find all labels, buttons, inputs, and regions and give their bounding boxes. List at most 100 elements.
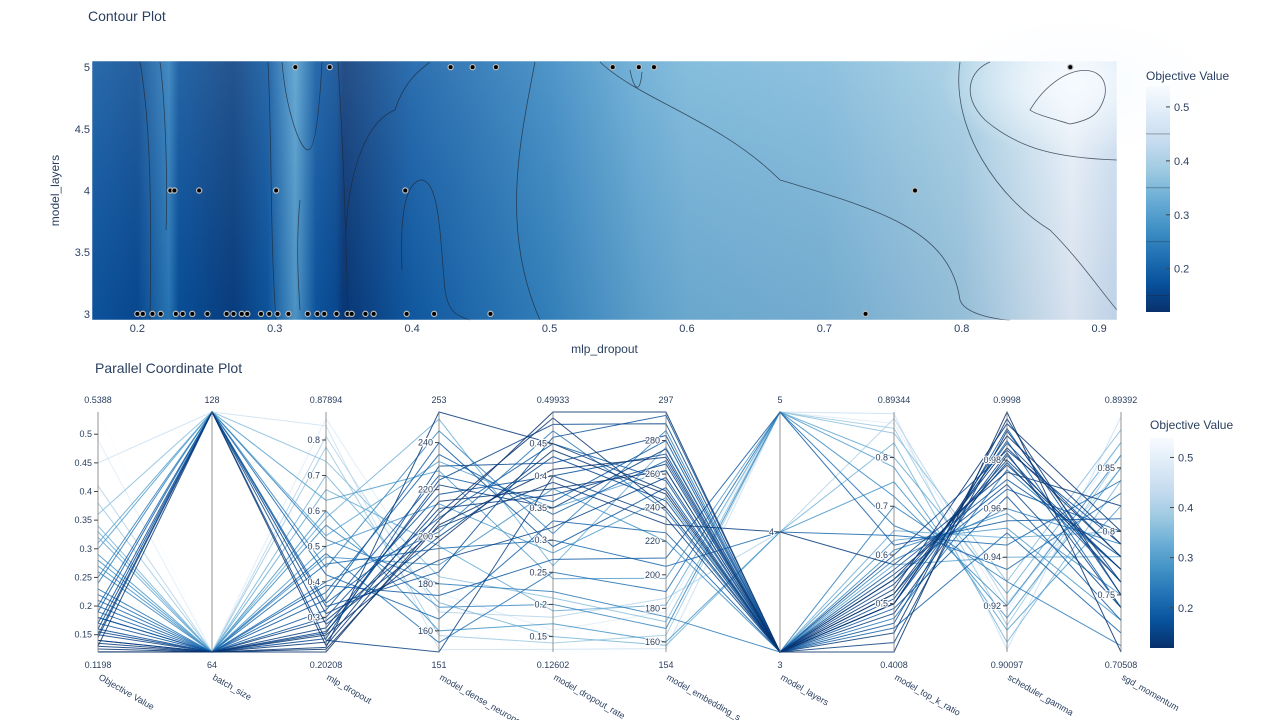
parallel-axis-shade-9 <box>1120 412 1122 652</box>
contour-line-9 <box>1029 70 1106 125</box>
parallel-axis-shade-1 <box>211 412 213 652</box>
contour-point-0 <box>292 63 299 71</box>
parallel-line-39 <box>97 411 1122 653</box>
parallel-axis-label-2: mlp_dropout <box>325 672 374 706</box>
contour-colorbar-tick-3: 0.5 <box>1174 102 1189 114</box>
contour-point-1 <box>326 63 333 71</box>
contour-line-5 <box>401 179 471 321</box>
parallel-line-16 <box>97 480 1122 653</box>
parallel-tick-2-5: 0.8 <box>307 435 320 445</box>
parallel-axis-min-9: 0.70508 <box>1105 660 1138 670</box>
parallel-axis-min-4: 0.12602 <box>537 660 570 670</box>
contour-plot-area <box>91 60 1118 321</box>
parallel-tick-8-2: 0.96 <box>983 504 1001 514</box>
parallel-axis-label-3: model_dense_neurons <box>438 672 523 720</box>
parallel-tick-4-6: 0.45 <box>529 439 547 449</box>
contour-point-37 <box>362 310 369 318</box>
parallel-tick-8-3: 0.98 <box>983 455 1001 465</box>
parallel-axis-max-6: 5 <box>777 395 782 405</box>
parallel-axis-max-5: 297 <box>658 395 673 405</box>
contour-point-8 <box>1067 63 1074 71</box>
parallel-tick-5-1: 180 <box>645 603 660 613</box>
parallel-axis-label-0: Objective Value <box>97 672 156 712</box>
parallel-tick-8-1: 0.94 <box>983 552 1001 562</box>
parallel-axis-label-9: sgd_momentum <box>1120 672 1181 713</box>
contour-point-17 <box>149 310 156 318</box>
parallel-line-7 <box>97 471 1122 653</box>
parallel-line-3 <box>97 448 1122 653</box>
parallel-axis-shade-4 <box>552 412 554 652</box>
contour-line-10 <box>969 61 1118 161</box>
contour-y-tick-4: 5 <box>84 62 90 74</box>
parallel-tick-0-4: 0.35 <box>74 515 92 525</box>
parallel-tick-5-3: 220 <box>645 536 660 546</box>
parallel-tick-0-5: 0.4 <box>79 487 92 497</box>
parallel-line-32 <box>97 411 1122 623</box>
contour-y-tick-1: 3.5 <box>75 247 90 259</box>
parallel-tick-0-7: 0.5 <box>79 429 92 439</box>
parallel-tick-2-3: 0.6 <box>307 506 320 516</box>
contour-point-38 <box>370 310 377 318</box>
parallel-axis-min-3: 151 <box>431 660 446 670</box>
parallel-axis-shade-3 <box>438 412 440 652</box>
parallel-line-15 <box>97 439 1122 653</box>
contour-line-11 <box>159 61 168 231</box>
parallel-axis-max-0: 0.5388 <box>84 395 112 405</box>
parallel-line-29 <box>97 411 1122 653</box>
parallel-line-10 <box>97 441 1122 653</box>
contour-plot: 0.2 0.3 0.4 0.5 0.6 0.7 0.8 0.9 3 3.5 4 4.5 5 mlp_dro… <box>48 15 1229 356</box>
parallel-line-18 <box>97 411 1122 653</box>
parallel-line-5 <box>97 410 1122 653</box>
contour-x-tick-7: 0.9 <box>1091 323 1106 335</box>
parallel-axis-shade-5 <box>665 412 667 652</box>
parallel-tick-5-4: 240 <box>645 503 660 513</box>
parallel-tick-3-2: 200 <box>418 532 433 542</box>
contour-point-4 <box>492 63 500 71</box>
contour-y-tick-3: 4.5 <box>75 124 90 136</box>
parallel-tick-9-2: 0.85 <box>1097 463 1115 473</box>
parallel-tick-0-0: 0.15 <box>74 630 92 640</box>
parallel-axis-shade-7 <box>893 412 895 652</box>
contour-colorbar <box>1146 86 1170 312</box>
contour-point-20 <box>179 310 186 318</box>
parallel-tick-4-0: 0.15 <box>529 632 547 642</box>
contour-point-40 <box>430 310 438 318</box>
parallel-colorbar-tick-3: 0.5 <box>1178 452 1193 464</box>
contour-line-0 <box>139 61 152 321</box>
contour-x-tick-5: 0.7 <box>817 323 832 335</box>
parallel-axis-min-6: 3 <box>777 660 782 670</box>
contour-point-22 <box>204 310 211 318</box>
parallel-axis-shade-8 <box>1006 412 1008 652</box>
contour-colorbar-title: Objective Value <box>1146 69 1229 83</box>
parallel-line-1 <box>97 464 1122 653</box>
parallel-axis-label-5: model_embedding_s... <box>665 672 749 720</box>
parallel-line-35 <box>97 411 1122 651</box>
parallel-tick-3-3: 220 <box>418 485 433 495</box>
parallel-tick-5-5: 260 <box>645 469 660 479</box>
contour-point-11 <box>195 187 203 194</box>
contour-point-34 <box>333 310 340 318</box>
contour-point-30 <box>285 310 292 318</box>
contour-point-36 <box>348 310 355 318</box>
contour-point-33 <box>321 310 328 318</box>
parallel-tick-5-2: 200 <box>645 570 660 580</box>
parallel-line-0 <box>97 447 1122 653</box>
contour-line-12 <box>297 199 301 311</box>
contour-peak-region <box>938 15 1219 156</box>
parallel-colorbar <box>1150 438 1174 648</box>
parallel-line-2 <box>97 435 1122 653</box>
contour-x-tick-3: 0.5 <box>542 323 557 335</box>
contour-point-26 <box>244 310 251 318</box>
parallel-axis-min-0: 0.1198 <box>85 660 112 670</box>
parallel-tick-0-2: 0.25 <box>74 572 92 582</box>
parallel-axis-min-5: 154 <box>658 660 673 670</box>
parallel-axis-label-4: model_dropout_rate <box>552 672 627 720</box>
parallel-colorbar-title: Objective Value <box>1150 418 1233 432</box>
parallel-tick-6-0: 4 <box>769 527 774 537</box>
parallel-line-41 <box>97 423 1122 653</box>
contour-colorbar-tick-0: 0.2 <box>1174 264 1189 276</box>
parallel-colorbar-tick-0: 0.2 <box>1178 603 1193 615</box>
contour-point-24 <box>230 310 237 318</box>
parallel-tick-4-4: 0.35 <box>529 503 547 513</box>
